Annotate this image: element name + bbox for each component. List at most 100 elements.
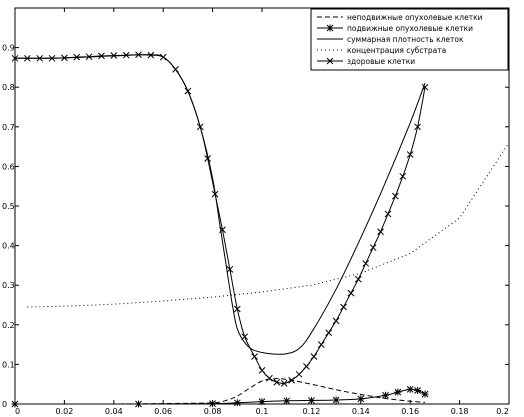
y-tick-label: 0.1 — [2, 360, 15, 369]
x-marker — [340, 303, 347, 311]
x-marker — [147, 51, 155, 59]
x-marker — [392, 192, 399, 200]
series-line — [14, 54, 426, 384]
star-marker — [382, 391, 389, 399]
series-1 — [11, 385, 429, 408]
x-marker — [36, 54, 44, 62]
x-marker — [172, 66, 179, 73]
x-marker — [196, 123, 204, 131]
x-tick-label: 0.2 — [496, 407, 509, 416]
series-4 — [11, 51, 429, 387]
y-tick-label: 0.6 — [2, 162, 15, 171]
y-tick-label: 0.8 — [2, 83, 15, 92]
y-tick-label: 0.4 — [2, 242, 15, 251]
series-2 — [14, 54, 426, 355]
star-marker — [283, 397, 291, 405]
x-marker — [211, 190, 219, 198]
legend: неподвижные опухолевые клетки подвижные о… — [310, 8, 509, 71]
x-marker — [61, 54, 68, 62]
x-marker — [310, 353, 318, 360]
star-marker — [11, 400, 19, 408]
x-marker — [406, 151, 414, 158]
star-marker — [233, 399, 241, 407]
legend-label: подвижные опухолевые клетки — [347, 24, 473, 33]
x-tick-label: 0.1 — [256, 407, 269, 416]
x-marker — [384, 210, 392, 218]
x-marker — [295, 370, 303, 378]
x-marker — [273, 378, 281, 386]
x-marker — [11, 54, 19, 62]
legend-item: суммарная плотность клеток — [317, 35, 464, 44]
star-marker — [406, 385, 414, 393]
x-tick-label: 0.04 — [105, 407, 123, 416]
y-tick-label: 0 — [2, 400, 7, 409]
x-marker — [85, 53, 93, 61]
x-axis: 0 0.02 0.04 0.06 0.08 0.1 0.12 0.14 0.16 0.18 0.2 — [14, 8, 510, 416]
star-marker — [414, 387, 422, 395]
legend-label: концентрация субстрата — [347, 46, 446, 55]
x-marker — [421, 83, 429, 91]
y-tick-label: 0.9 — [2, 44, 15, 53]
x-tick-label: 0.02 — [55, 407, 73, 416]
legend-label: здоровые клетки — [347, 57, 415, 66]
x-marker — [226, 266, 234, 273]
y-axis: 0 0.1 0.2 0.3 0.4 0.5 0.6 0.7 0.8 0.9 — [2, 44, 509, 409]
series-line — [27, 142, 510, 308]
x-marker — [266, 374, 273, 382]
x-tick-label: 0.08 — [204, 407, 222, 416]
x-tick-label: 0.18 — [451, 407, 469, 416]
star-marker — [135, 400, 142, 408]
star-marker — [258, 398, 266, 406]
y-tick-label: 0.7 — [2, 123, 15, 132]
x-marker — [204, 155, 212, 162]
x-marker — [23, 54, 31, 62]
x-marker — [377, 228, 384, 236]
x-marker — [184, 87, 192, 95]
x-tick-label: 0.16 — [401, 407, 419, 416]
x-marker — [347, 289, 355, 297]
star-marker — [326, 24, 334, 32]
series-0 — [14, 378, 426, 405]
y-tick-label: 0.2 — [2, 321, 15, 330]
x-marker — [414, 123, 421, 131]
x-marker — [233, 305, 241, 313]
series-line — [14, 54, 426, 355]
x-marker — [135, 51, 142, 59]
x-tick-label: 0.12 — [302, 407, 320, 416]
x-marker — [326, 57, 334, 65]
legend-box — [310, 8, 509, 71]
x-marker — [362, 260, 370, 267]
star-marker — [209, 400, 217, 408]
star-marker — [421, 390, 429, 398]
x-marker — [280, 380, 288, 387]
x-marker — [399, 172, 407, 180]
legend-item: концентрация субстрата — [317, 46, 446, 55]
x-marker — [354, 275, 362, 283]
x-marker — [303, 363, 310, 370]
x-tick-label: 0 — [15, 407, 20, 416]
y-tick-label: 0.5 — [2, 202, 15, 211]
x-tick-label: 0.06 — [154, 407, 172, 416]
x-marker — [241, 333, 249, 341]
x-marker — [332, 317, 340, 325]
star-marker — [357, 395, 365, 403]
x-marker — [288, 376, 295, 384]
star-marker — [332, 396, 340, 404]
x-marker — [369, 244, 377, 251]
legend-label: суммарная плотность клеток — [347, 35, 464, 44]
x-marker — [258, 366, 266, 374]
x-marker — [73, 53, 81, 61]
y-tick-label: 0.3 — [2, 281, 15, 290]
legend-item: здоровые клетки — [317, 57, 415, 66]
legend-item: неподвижные опухолевые клетки — [317, 13, 483, 22]
star-marker — [394, 388, 402, 396]
x-marker — [110, 52, 118, 59]
series-3 — [27, 142, 510, 308]
x-marker — [48, 54, 56, 62]
x-tick-label: 0.14 — [352, 407, 370, 416]
series-line — [14, 378, 426, 405]
x-marker — [122, 51, 130, 59]
x-marker — [251, 353, 258, 360]
x-marker — [325, 329, 333, 337]
